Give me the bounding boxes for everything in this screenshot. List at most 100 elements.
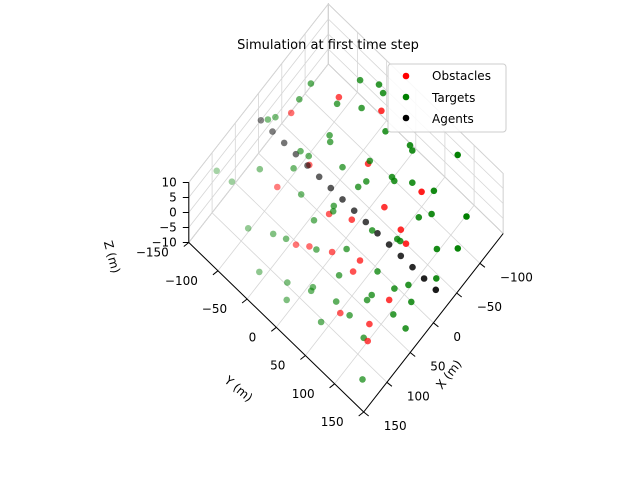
target-point [396, 237, 404, 245]
chart-title: Simulation at first time step [237, 38, 419, 53]
target-point [379, 89, 387, 97]
z-tick-label: 0 [169, 206, 177, 220]
obstacle-point [381, 203, 388, 211]
target-point [368, 291, 376, 299]
x-axis-tick [479, 262, 486, 268]
x-tick-label: 0 [453, 330, 461, 344]
obstacle-point [348, 216, 356, 223]
legend-label-targets: Targets [431, 91, 475, 105]
target-point [309, 283, 317, 291]
target-point [317, 318, 325, 326]
legend-marker-obstacles [402, 72, 410, 80]
agent-point [327, 184, 335, 192]
target-point [310, 217, 318, 224]
obstacle-point [306, 243, 313, 250]
y-tick-label: −100 [165, 274, 198, 288]
obstacle-point [274, 183, 281, 191]
grid-line-z-wall [188, 18, 329, 198]
y-axis-tick [212, 270, 219, 276]
grid-line-y-floor [334, 205, 475, 385]
target-point [256, 165, 264, 173]
target-point [346, 312, 353, 319]
x-tick-label: 50 [430, 360, 445, 374]
target-point [408, 298, 415, 306]
target-point [272, 113, 279, 121]
x-tick-label: −50 [477, 300, 502, 314]
y-axis-tick [241, 298, 248, 304]
target-point [463, 213, 470, 220]
legend-marker-agents [402, 114, 410, 122]
target-point [264, 116, 272, 123]
target-point [335, 272, 343, 279]
grid-line-y-floor [217, 92, 358, 272]
target-point [284, 279, 291, 286]
target-point [433, 245, 441, 253]
target-point [330, 202, 338, 210]
x-axis-tick [433, 322, 439, 328]
y-axis-tick [329, 383, 335, 389]
obstacle-point [402, 240, 410, 247]
agent-point [374, 230, 381, 237]
target-point [333, 100, 341, 108]
y-tick-label: −50 [202, 302, 227, 316]
y-tick-label: 150 [321, 415, 344, 429]
target-point [375, 81, 383, 88]
x-tick-label: 100 [407, 389, 430, 403]
obstacle-point [356, 257, 364, 264]
grid-line-z-wall [328, 48, 504, 219]
grid-line-z-wall [328, 63, 504, 234]
y-tick-label: 50 [270, 359, 285, 373]
target-point [255, 268, 263, 276]
target-point [409, 179, 416, 186]
target-point [363, 178, 370, 185]
target-point [428, 210, 435, 218]
agent-point [409, 263, 416, 271]
agent-point [362, 218, 370, 226]
target-point [269, 230, 277, 238]
target-point [430, 187, 438, 195]
target-point [390, 311, 397, 318]
chart-axes: −100−50050100150−150−100−50050100150−10−… [136, 176, 533, 434]
agent-point [432, 286, 440, 294]
target-point [297, 191, 305, 198]
target-point [326, 132, 333, 139]
y-tick-label: 100 [292, 387, 315, 401]
x-tick-label: −100 [500, 270, 533, 284]
target-point [391, 177, 398, 185]
target-point [326, 138, 334, 146]
target-point [305, 152, 313, 160]
target-point [374, 268, 381, 275]
agent-point [420, 275, 428, 282]
agent-point [350, 207, 358, 214]
obstacle-point [366, 320, 373, 328]
x-tick-label: 150 [384, 419, 407, 433]
agent-point [269, 128, 276, 135]
obstacle-point [287, 109, 295, 117]
obstacle-point [385, 296, 393, 304]
target-point [307, 80, 315, 87]
agent-point [315, 173, 323, 181]
agent-point [397, 252, 405, 260]
target-point [290, 165, 297, 172]
target-point [363, 296, 371, 304]
z-tick-label: 10 [162, 176, 177, 190]
target-point [402, 325, 409, 332]
grid-line-y-floor [305, 176, 446, 356]
x-axis-tick [456, 292, 463, 298]
obstacle-point [418, 188, 425, 196]
target-point [339, 163, 346, 171]
target-point [405, 281, 412, 289]
y-axis-tick [270, 326, 277, 332]
target-point [228, 178, 236, 185]
legend-label-agents: Agents [432, 112, 474, 126]
legend-label-obstacles: Obstacles [432, 69, 491, 83]
legend-marker-targets [402, 93, 410, 101]
obstacle-point [364, 337, 372, 345]
target-point [343, 245, 350, 253]
target-point [454, 151, 462, 159]
y-axis-label: Y (m) [221, 373, 255, 405]
z-tick-label: −10 [151, 236, 176, 250]
target-point [366, 157, 374, 165]
agent-point [280, 139, 288, 147]
